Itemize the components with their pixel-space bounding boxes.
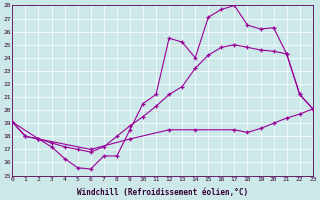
X-axis label: Windchill (Refroidissement éolien,°C): Windchill (Refroidissement éolien,°C) bbox=[77, 188, 248, 197]
